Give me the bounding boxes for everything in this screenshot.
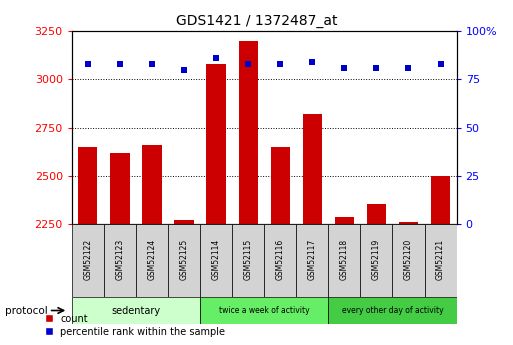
Bar [174,220,194,224]
Bar [431,176,450,224]
Text: GSM52118: GSM52118 [340,238,349,279]
Text: GSM52122: GSM52122 [83,238,92,279]
Bar [239,41,258,224]
Point [404,65,412,70]
Bar [424,224,457,297]
Point [180,67,188,72]
Point [340,65,348,70]
Bar [72,224,104,297]
Bar [200,297,328,324]
Bar [392,224,424,297]
Text: protocol: protocol [5,306,48,315]
Text: GSM52117: GSM52117 [308,238,317,280]
Bar [360,224,392,297]
Bar [168,224,200,297]
Text: GSM52119: GSM52119 [372,238,381,280]
Bar [264,224,296,297]
Bar [78,147,97,224]
Point [372,65,381,70]
Bar [206,64,226,224]
Text: every other day of activity: every other day of activity [342,306,443,315]
Point [148,61,156,67]
Text: GSM52124: GSM52124 [147,238,156,280]
Text: GSM52114: GSM52114 [211,238,221,280]
Text: GSM52116: GSM52116 [275,238,285,280]
Bar [271,147,290,224]
Bar [296,224,328,297]
Text: GSM52125: GSM52125 [180,238,189,280]
Bar [72,297,200,324]
Point [437,61,445,67]
Text: sedentary: sedentary [111,306,161,315]
Bar [143,145,162,224]
Bar [367,204,386,224]
Point [308,59,317,65]
Bar [334,217,354,224]
Bar [399,222,418,224]
Bar [328,224,360,297]
Bar [232,224,264,297]
Text: twice a week of activity: twice a week of activity [219,306,309,315]
Legend: count, percentile rank within the sample: count, percentile rank within the sample [46,314,226,337]
Bar [136,224,168,297]
Text: GSM52121: GSM52121 [436,238,445,279]
Point [276,61,284,67]
Point [116,61,124,67]
Text: GDS1421 / 1372487_at: GDS1421 / 1372487_at [176,14,337,28]
Text: GSM52115: GSM52115 [244,238,253,280]
Bar [328,297,457,324]
Point [244,61,252,67]
Point [212,55,220,61]
Point [84,61,92,67]
Bar [104,224,136,297]
Text: GSM52123: GSM52123 [115,238,125,280]
Bar [303,114,322,224]
Bar [110,153,129,224]
Bar [200,224,232,297]
Text: GSM52120: GSM52120 [404,238,413,280]
